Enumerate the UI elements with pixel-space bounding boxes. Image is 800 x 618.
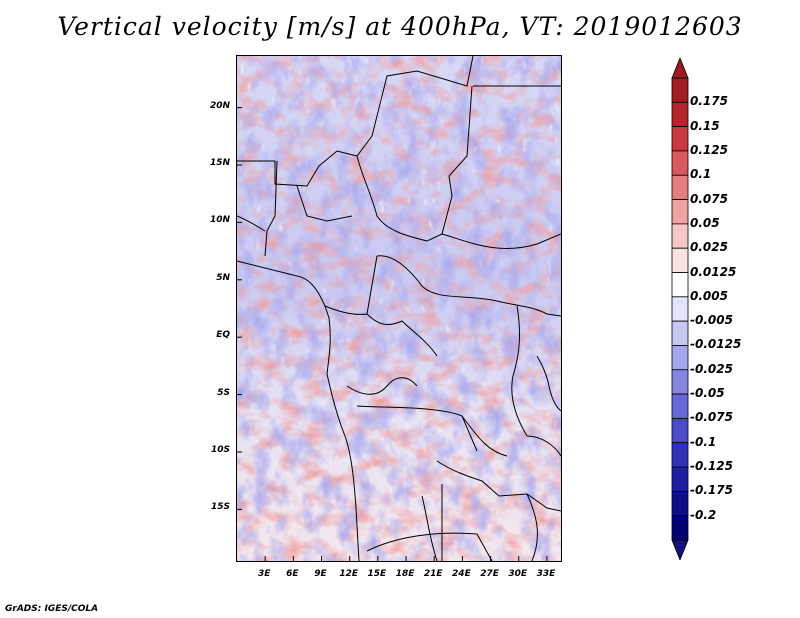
- border-line: [356, 85, 473, 242]
- border-line: [296, 185, 353, 222]
- colorbar-label: -0.175: [690, 483, 733, 498]
- map-title: Vertical velocity [m/s] at 400hPa, VT: 2…: [57, 12, 743, 41]
- colorbar-label: 0.1: [690, 167, 712, 182]
- border-line: [346, 377, 418, 395]
- lat-label: 5S: [217, 387, 230, 398]
- colorbar-swatch: [671, 247, 689, 273]
- border-line: [237, 260, 360, 561]
- colorbar-swatch: [671, 150, 689, 176]
- lat-label: 5N: [216, 272, 230, 283]
- lat-label: 15S: [210, 502, 230, 513]
- border-line: [356, 405, 478, 452]
- colorbar-top-arrow: [671, 58, 689, 79]
- colorbar-bottom-arrow: [671, 539, 689, 560]
- colorbar-label: 0.025: [690, 240, 728, 255]
- lon-label: 6E: [286, 569, 299, 579]
- colorbar-swatch: [671, 174, 689, 200]
- lon-label: 21E: [423, 569, 443, 579]
- border-line: [511, 305, 528, 437]
- colorbar-swatch: [671, 77, 689, 103]
- lon-label: 33E: [536, 569, 556, 579]
- colorbar-label: -0.0125: [690, 337, 742, 352]
- colorbar-label: -0.1: [690, 434, 717, 449]
- colorbar-swatch: [671, 418, 689, 444]
- border-line: [237, 215, 266, 232]
- lat-label: 10N: [209, 215, 230, 226]
- colorbar-label: 0.175: [690, 94, 728, 109]
- border-line: [436, 460, 561, 512]
- border-line: [526, 493, 538, 561]
- border-line: [237, 56, 474, 187]
- lon-label: 15E: [367, 569, 387, 579]
- colorbar-label: 0.125: [690, 142, 728, 157]
- colorbar-label: 0.075: [690, 191, 728, 206]
- colorbar-label: 0.005: [690, 288, 728, 303]
- colorbar-swatch: [671, 101, 689, 128]
- colorbar-swatch: [671, 199, 689, 225]
- border-line: [536, 355, 561, 412]
- border-line: [376, 255, 561, 317]
- lon-label: 30E: [508, 569, 528, 579]
- colorbar-label: -0.125: [690, 459, 733, 474]
- colorbar-swatch: [671, 369, 689, 395]
- colorbar-swatch: [671, 272, 689, 298]
- lat-label: 15N: [209, 158, 230, 169]
- colorbar-swatch: [671, 490, 689, 517]
- colorbar-label: 0.15: [690, 118, 720, 133]
- border-line: [264, 160, 278, 257]
- colorbar: [671, 58, 689, 560]
- colorbar-label: -0.075: [690, 410, 733, 425]
- border-line: [366, 532, 493, 561]
- lon-label: 18E: [395, 569, 415, 579]
- colorbar-swatch: [671, 345, 689, 371]
- colorbar-label: 0.0125: [690, 264, 737, 279]
- border-line: [461, 415, 508, 457]
- map-panel: [236, 55, 562, 562]
- colorbar-label: -0.2: [690, 507, 717, 522]
- colorbar-swatch: [671, 515, 689, 541]
- colorbar-label: 0.05: [690, 215, 720, 230]
- colorbar-swatch: [671, 320, 689, 346]
- colorbar-swatch: [671, 126, 689, 152]
- colorbar-label: -0.05: [690, 386, 725, 401]
- lon-label: 3E: [257, 569, 271, 579]
- border-line: [324, 255, 378, 315]
- border-line: [441, 233, 561, 250]
- lon-label: 9E: [314, 569, 327, 579]
- border-line: [366, 313, 438, 357]
- country-borders: [237, 56, 561, 561]
- colorbar-swatch: [671, 466, 689, 492]
- lat-label: EQ: [216, 330, 230, 341]
- colorbar-swatch: [671, 393, 689, 419]
- lat-label: 20N: [209, 100, 230, 111]
- lon-label: 27E: [480, 569, 499, 579]
- vertical-velocity-field: [237, 56, 561, 561]
- colorbar-swatch: [671, 442, 689, 468]
- colorbar-swatch: [671, 296, 689, 322]
- lon-label: 24E: [452, 569, 471, 579]
- colorbar-label: -0.025: [690, 361, 733, 376]
- colorbar-swatch: [671, 223, 689, 249]
- border-line: [526, 435, 561, 457]
- axis-ticks: [237, 107, 548, 561]
- lat-label: 10S: [210, 444, 230, 455]
- lon-label: 12E: [339, 569, 359, 579]
- border-line: [421, 495, 438, 561]
- grads-credit: GrADS: IGES/COLA: [5, 604, 99, 614]
- field-contours: [237, 56, 561, 561]
- colorbar-label: -0.005: [690, 313, 733, 328]
